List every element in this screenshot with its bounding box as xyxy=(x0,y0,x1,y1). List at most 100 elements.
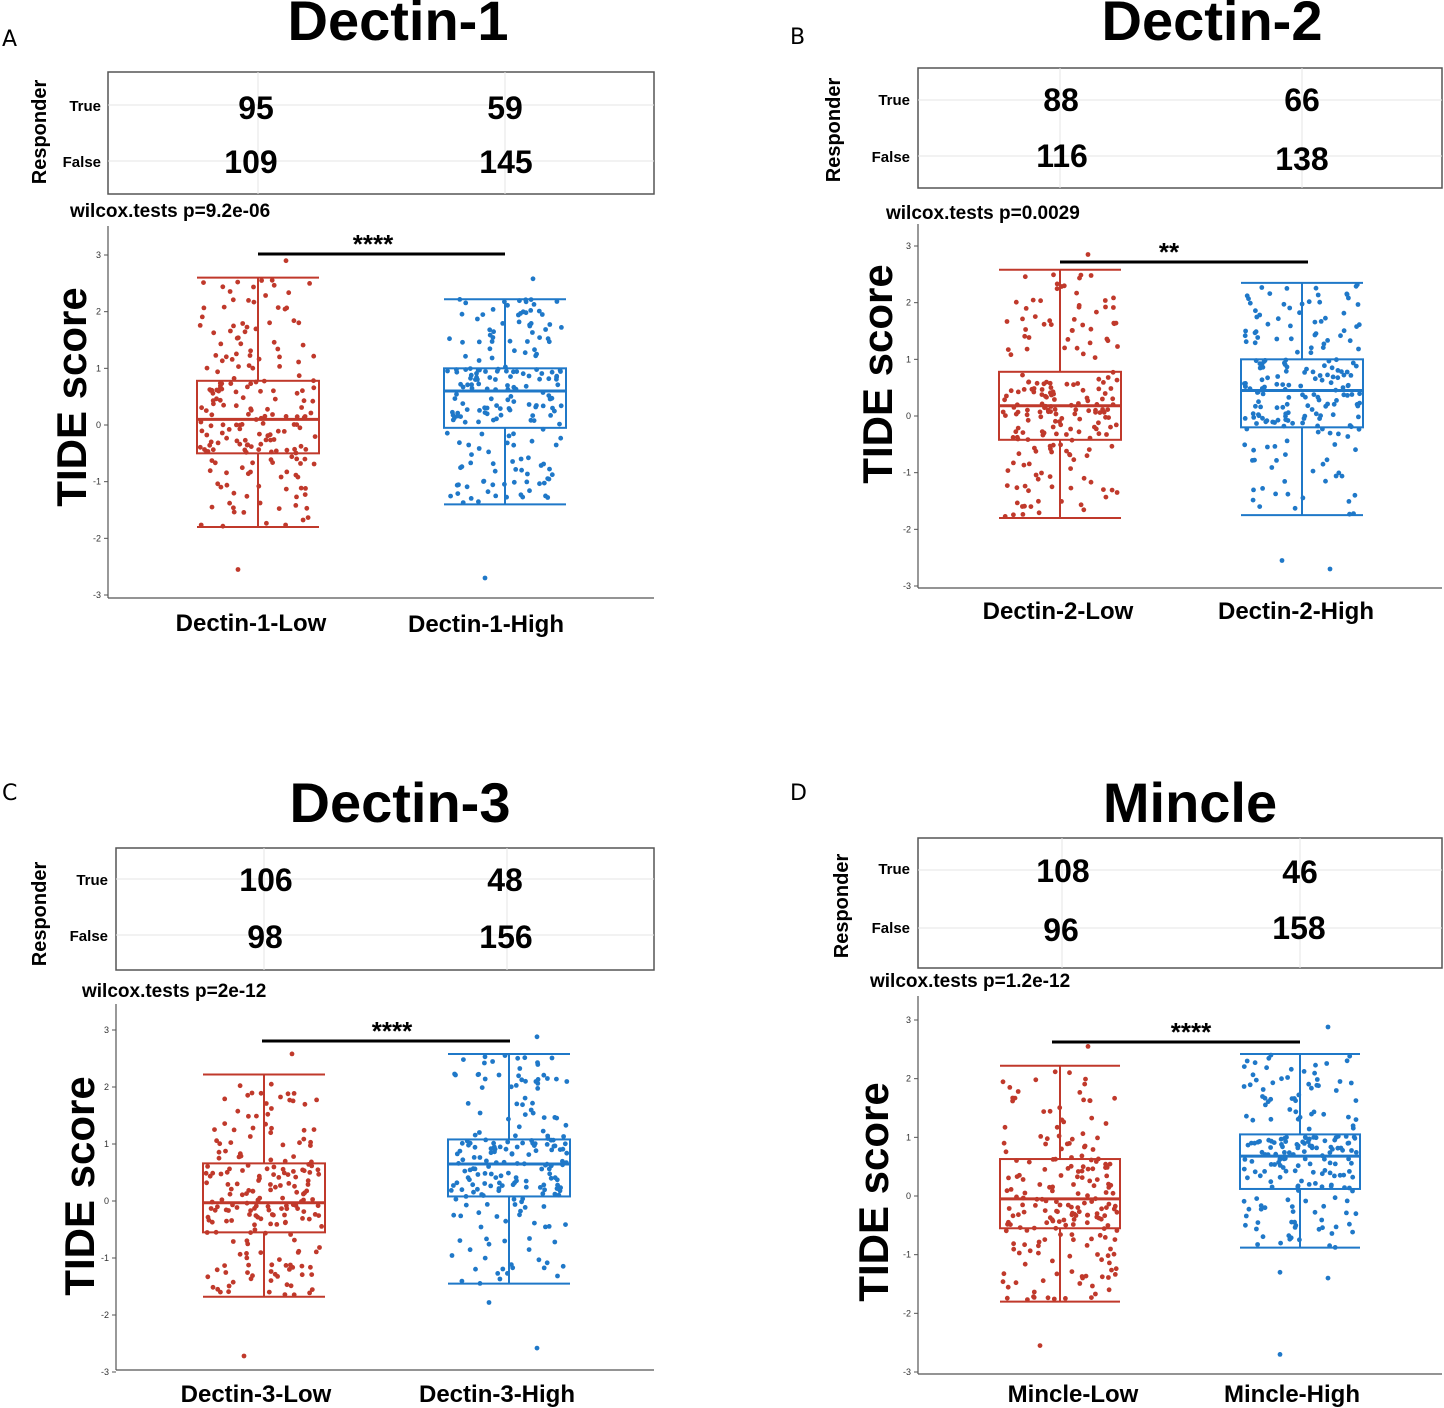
data-point xyxy=(231,323,236,329)
data-point xyxy=(488,1146,494,1151)
data-point xyxy=(1071,1217,1077,1222)
data-point xyxy=(1015,1089,1021,1094)
data-point xyxy=(1069,1204,1074,1210)
data-point xyxy=(228,381,234,386)
data-point xyxy=(258,1090,264,1096)
data-point xyxy=(257,1176,262,1181)
data-point xyxy=(218,341,224,347)
data-point xyxy=(1087,1098,1093,1103)
data-point xyxy=(1067,1070,1072,1076)
data-point xyxy=(1259,377,1265,383)
data-point xyxy=(1071,382,1076,388)
data-point xyxy=(1114,377,1120,383)
data-point xyxy=(219,430,225,436)
data-point xyxy=(291,1091,297,1096)
data-point xyxy=(523,1178,529,1184)
data-point xyxy=(316,1213,322,1218)
data-point xyxy=(221,402,227,408)
data-point xyxy=(525,471,530,477)
data-point xyxy=(298,485,304,491)
data-point xyxy=(302,1101,308,1107)
data-point xyxy=(1025,407,1030,413)
data-point xyxy=(466,442,472,448)
data-point xyxy=(304,505,310,511)
data-point xyxy=(1356,346,1361,352)
data-point xyxy=(240,395,246,401)
panel-c: C Dectin-3 Responder True False 106 48 9… xyxy=(0,704,722,1408)
data-point xyxy=(1350,360,1356,366)
data-point xyxy=(1260,486,1265,491)
data-point xyxy=(1290,420,1295,426)
data-point xyxy=(270,460,275,465)
data-point xyxy=(283,486,289,492)
data-point xyxy=(311,1127,317,1132)
box-iqr xyxy=(196,379,320,455)
data-point xyxy=(1264,1065,1269,1071)
data-point xyxy=(1319,1217,1325,1223)
data-point xyxy=(1085,1166,1091,1172)
data-point xyxy=(507,338,513,344)
data-point xyxy=(1311,1135,1317,1140)
count-true-high: 48 xyxy=(487,862,523,898)
data-point xyxy=(1344,1198,1350,1204)
data-point xyxy=(1031,1295,1037,1300)
data-point xyxy=(486,449,491,455)
data-point xyxy=(1284,364,1290,370)
data-point xyxy=(477,408,482,413)
data-point xyxy=(229,357,235,362)
data-point xyxy=(516,1124,522,1130)
data-point xyxy=(224,470,229,476)
data-point xyxy=(1252,340,1258,346)
data-point xyxy=(1341,392,1347,398)
data-point xyxy=(1255,335,1261,340)
data-point xyxy=(225,1182,231,1187)
data-point xyxy=(230,1239,236,1244)
data-point xyxy=(552,408,557,414)
data-point xyxy=(524,479,530,485)
data-point xyxy=(315,1167,321,1173)
data-point xyxy=(254,1113,259,1119)
data-point xyxy=(1311,392,1317,397)
data-point xyxy=(1047,474,1053,479)
data-point xyxy=(1112,1237,1118,1242)
data-point xyxy=(557,1188,563,1194)
data-point xyxy=(527,488,532,494)
data-point xyxy=(552,1191,558,1197)
data-point xyxy=(498,412,504,418)
data-point xyxy=(1101,487,1106,492)
count-true-low: 108 xyxy=(1036,853,1089,889)
data-point xyxy=(490,1059,495,1064)
data-point xyxy=(1241,1166,1247,1172)
data-point xyxy=(1006,1175,1011,1181)
data-point xyxy=(1347,338,1353,344)
data-point xyxy=(1324,457,1330,463)
data-point xyxy=(464,484,470,490)
data-point xyxy=(1041,1109,1047,1114)
data-point xyxy=(504,368,509,374)
data-point xyxy=(487,346,493,352)
data-point xyxy=(1094,1211,1100,1216)
data-point xyxy=(533,404,539,410)
data-point xyxy=(301,1191,306,1197)
outlier-point xyxy=(289,1051,295,1057)
data-point xyxy=(506,1170,511,1176)
outlier-point xyxy=(530,276,536,282)
data-point xyxy=(1110,1190,1116,1196)
data-point xyxy=(1347,1169,1352,1174)
box-iqr xyxy=(1239,1133,1361,1190)
data-point xyxy=(222,1096,228,1102)
data-point xyxy=(541,1204,547,1209)
data-point xyxy=(502,1238,508,1244)
data-point xyxy=(1314,1145,1319,1151)
y-tick-label: 0 xyxy=(104,1196,109,1206)
row-label-false: False xyxy=(70,928,108,945)
data-point xyxy=(1288,323,1293,329)
data-point xyxy=(1321,341,1327,347)
data-point xyxy=(460,339,465,345)
data-point xyxy=(1022,333,1028,339)
data-point xyxy=(1044,1220,1050,1226)
data-point xyxy=(561,1134,566,1139)
data-point xyxy=(299,405,304,410)
data-point xyxy=(210,1284,216,1290)
outlier-point xyxy=(1085,1044,1091,1049)
